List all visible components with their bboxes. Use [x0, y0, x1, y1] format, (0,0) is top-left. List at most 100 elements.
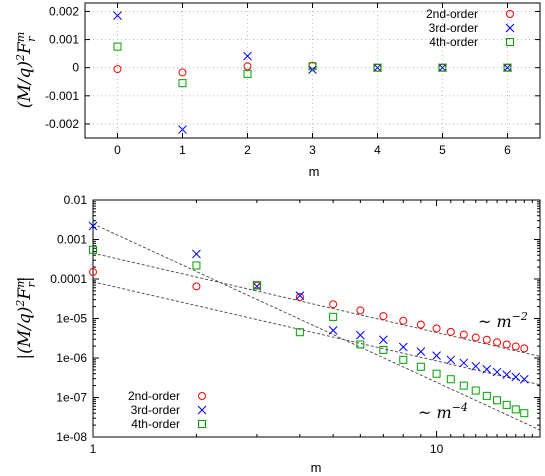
bottom-point-4th-order-11 — [446, 375, 455, 384]
top-xtick-label-5: 5 — [439, 143, 446, 157]
top-point-3rd-order-1 — [178, 125, 187, 134]
bottom-point-4th-order-7 — [379, 345, 388, 354]
bottom-point-3rd-order-4 — [295, 291, 305, 300]
bottom-point-4th-order-5 — [329, 312, 338, 321]
top-legend-markers — [505, 10, 515, 46]
bottom-point-3rd-order-12 — [459, 358, 469, 368]
bottom-legend-label-3rd: 3rd-order — [131, 403, 180, 417]
top-point-2nd-order-1 — [178, 68, 187, 77]
fit-line-2 — [92, 223, 541, 431]
top-x-axis-label: m — [309, 164, 320, 179]
top-xtick-label-3: 3 — [309, 143, 316, 157]
top-point-3rd-order-0 — [113, 11, 122, 21]
bottom-point-4th-order-8 — [399, 355, 408, 364]
bottom-point-3rd-order-13 — [471, 361, 481, 371]
bottom-point-4th-order-17 — [511, 405, 520, 414]
slope-annotation-m-4: ~ m−4 — [418, 401, 468, 422]
top-legend-label-2nd: 2nd-order — [426, 7, 478, 21]
bottom-point-2nd-order-12 — [459, 330, 468, 339]
bottom-ytick-label-2: 0.0001 — [50, 272, 87, 286]
bottom-legend-markers — [197, 392, 207, 428]
top-legend-label-3rd: 3rd-order — [429, 21, 478, 35]
bottom-ytick-label-0: 0.01 — [64, 193, 88, 207]
top-xtick-label-6: 6 — [504, 143, 511, 157]
top-xtick-label-0: 0 — [114, 143, 121, 157]
top-point-2nd-order-0 — [113, 65, 122, 74]
bottom-data-points — [88, 221, 529, 418]
top-point-4th-order-4 — [373, 63, 382, 72]
bottom-point-3rd-order-14 — [482, 364, 492, 374]
bottom-point-4th-order-12 — [459, 381, 468, 390]
top-point-4th-order-5 — [438, 63, 447, 72]
bottom-x-axis-label: m — [311, 460, 322, 475]
top-point-3rd-order-2 — [243, 51, 252, 61]
top-xtick-label-4: 4 — [374, 143, 381, 157]
bottom-point-2nd-order-17 — [511, 342, 520, 351]
top-legend-marker-3rd-order — [505, 23, 515, 33]
bottom-point-3rd-order-6 — [355, 330, 365, 340]
bottom-point-4th-order-16 — [502, 400, 511, 409]
bottom-point-2nd-order-4 — [295, 293, 304, 302]
bottom-legend-label-4th: 4th-order — [131, 417, 180, 431]
bottom-fit-lines — [92, 223, 541, 431]
bottom-ytick-label-6: 1e-08 — [56, 430, 87, 444]
bottom-point-2nd-order-13 — [471, 333, 480, 342]
bottom-xtick-label-1: 1 — [90, 442, 97, 456]
top-point-3rd-order-4 — [373, 63, 382, 73]
bottom-xtick-label-10: 10 — [430, 442, 444, 456]
bottom-point-2nd-order-3 — [252, 281, 261, 290]
top-xtick-label-1: 1 — [179, 143, 186, 157]
top-point-4th-order-6 — [503, 63, 512, 72]
top-ytick-label-0: -0.002 — [45, 117, 79, 131]
top-legend: 2nd-order 3rd-order 4th-order — [426, 7, 515, 49]
top-ytick-label-2: 0 — [72, 61, 79, 75]
top-legend-marker-4th-order — [506, 38, 514, 46]
bottom-ytick-label-3: 1e-05 — [56, 312, 87, 326]
bottom-point-3rd-order-18 — [519, 374, 529, 384]
bottom-point-4th-order-2 — [192, 261, 201, 270]
bottom-point-2nd-order-10 — [432, 324, 441, 333]
bottom-point-4th-order-4 — [295, 328, 304, 337]
top-y-axis-label: (M/q)2Fmr — [14, 32, 38, 109]
bottom-point-2nd-order-2 — [192, 282, 201, 291]
bottom-point-3rd-order-9 — [416, 347, 426, 356]
fit-line-0 — [92, 281, 541, 386]
bottom-axis-ticks: 1 10 0.01 0.001 0.0001 1e-05 1e-06 1e-07 1e-08 — [50, 193, 541, 456]
top-point-4th-order-2 — [243, 69, 252, 78]
top-legend-label-4th: 4th-order — [429, 35, 478, 49]
bottom-point-2nd-order-9 — [416, 320, 425, 329]
bottom-point-3rd-order-11 — [446, 355, 456, 365]
bottom-point-2nd-order-7 — [379, 312, 388, 321]
bottom-point-2nd-order-15 — [493, 338, 502, 347]
top-data-points — [113, 11, 512, 134]
bottom-legend-marker-4th-order — [198, 420, 206, 428]
bottom-point-3rd-order-16 — [502, 370, 512, 379]
top-point-4th-order-0 — [113, 42, 122, 51]
svg-text:(M/q)2Fmr: (M/q)2Fmr — [14, 32, 38, 109]
top-point-4th-order-3 — [308, 62, 317, 71]
fit-line-1 — [92, 252, 541, 357]
bottom-ytick-label-5: 1e-07 — [56, 391, 87, 405]
bottom-legend: 2nd-order 3rd-order 4th-order — [128, 389, 207, 431]
bottom-point-4th-order-15 — [493, 396, 502, 405]
bottom-y-axis-label: |(M/q)2Fmr| — [14, 276, 38, 359]
bottom-point-2nd-order-1 — [89, 268, 97, 277]
bottom-point-3rd-order-10 — [432, 351, 441, 360]
bottom-point-4th-order-14 — [482, 391, 491, 400]
bottom-ytick-label-1: 0.001 — [57, 233, 87, 247]
bottom-point-3rd-order-2 — [192, 249, 201, 259]
top-axis-ticks: 0 1 2 3 4 5 6 -0.002 -0.001 0 0.001 0.002 — [45, 3, 540, 157]
bottom-point-2nd-order-6 — [356, 306, 365, 315]
top-xtick-label-2: 2 — [244, 143, 251, 157]
bottom-point-3rd-order-17 — [511, 372, 521, 382]
bottom-point-3rd-order-1 — [88, 221, 98, 231]
bottom-point-2nd-order-18 — [520, 344, 529, 353]
slope-annotation-m-2: ~ m−2 — [478, 310, 528, 331]
bottom-point-2nd-order-14 — [482, 335, 491, 344]
bottom-point-2nd-order-11 — [446, 327, 455, 336]
bottom-point-3rd-order-15 — [492, 367, 502, 377]
svg-text:|(M/q)2Fmr|: |(M/q)2Fmr| — [14, 276, 38, 359]
bottom-point-4th-order-6 — [356, 340, 365, 349]
bottom-point-3rd-order-8 — [398, 342, 408, 352]
